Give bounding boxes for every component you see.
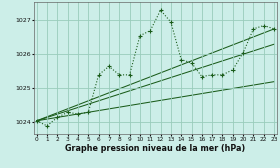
X-axis label: Graphe pression niveau de la mer (hPa): Graphe pression niveau de la mer (hPa) (65, 144, 246, 153)
